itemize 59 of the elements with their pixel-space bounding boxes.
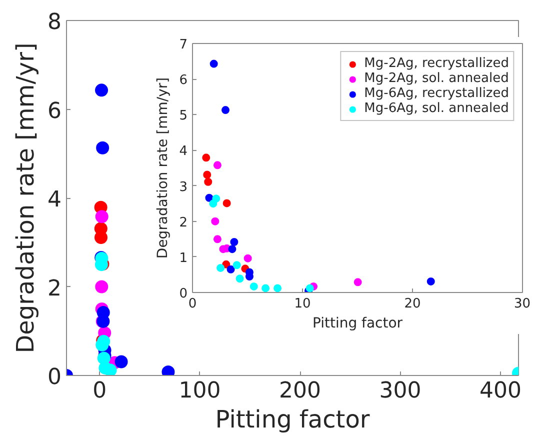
- point: [96, 141, 110, 154]
- point: [222, 106, 230, 114]
- point: [354, 278, 362, 286]
- point: [204, 178, 212, 186]
- point: [426, 277, 435, 286]
- y-tick-label: 7: [179, 38, 188, 52]
- point: [274, 284, 282, 292]
- y-tick-label: 4: [48, 188, 62, 212]
- point: [114, 355, 128, 368]
- point: [209, 200, 218, 208]
- x-tick-label: 200: [279, 378, 322, 404]
- point: [250, 282, 258, 290]
- point: [216, 264, 225, 272]
- point: [232, 261, 241, 270]
- x-tick-label: 0: [92, 378, 107, 404]
- y-tick-label: 4: [179, 144, 188, 160]
- point: [95, 280, 108, 294]
- y-tick-label: 2: [179, 215, 188, 230]
- x-tick-label: 30: [514, 296, 531, 312]
- point: [226, 265, 235, 274]
- point: [203, 170, 212, 179]
- point: [244, 254, 252, 262]
- point: [104, 364, 117, 376]
- legend-label: Mg-6Ag, recrystallized: [364, 86, 509, 101]
- x-axis-title: Pitting factor: [312, 316, 403, 332]
- x-tick-label: 400: [479, 378, 522, 404]
- point: [228, 245, 236, 254]
- point: [95, 84, 108, 97]
- point: [230, 238, 238, 246]
- y-tick-label: 1: [179, 250, 188, 266]
- y-tick-label: 6: [48, 98, 62, 124]
- y-axis-title: Degradation rate [mm/yr]: [155, 77, 172, 259]
- x-tick-label: 20: [404, 296, 421, 312]
- point: [94, 231, 108, 244]
- point: [213, 235, 222, 244]
- y-tick-label: 2: [48, 276, 62, 302]
- y-tick-label: 5: [179, 108, 188, 124]
- point: [306, 284, 314, 292]
- y-tick-label: 3: [179, 180, 188, 195]
- y-tick-label: 8: [48, 10, 62, 35]
- point: [211, 217, 220, 226]
- point: [222, 199, 231, 208]
- legend-label: Mg-2Ag, recrystallized: [364, 56, 509, 71]
- point: [262, 284, 270, 292]
- point: [236, 274, 244, 283]
- point: [95, 210, 108, 224]
- point: [210, 60, 218, 68]
- point: [202, 154, 210, 162]
- y-axis-title: Degradation rate [mm/yr]: [12, 42, 40, 354]
- x-axis-title: Pitting factor: [215, 406, 370, 434]
- x-tick-label: 100: [178, 378, 221, 404]
- legend-label: Mg-6Ag, sol. annealed: [364, 101, 509, 116]
- point: [205, 194, 214, 202]
- y-tick-label: 0: [179, 286, 188, 302]
- legend-label: Mg-2Ag, sol. annealed: [364, 71, 509, 86]
- point: [213, 161, 222, 170]
- x-tick-label: 10: [294, 296, 311, 312]
- y-tick-label: 6: [179, 73, 188, 88]
- x-tick-label: 300: [379, 378, 422, 404]
